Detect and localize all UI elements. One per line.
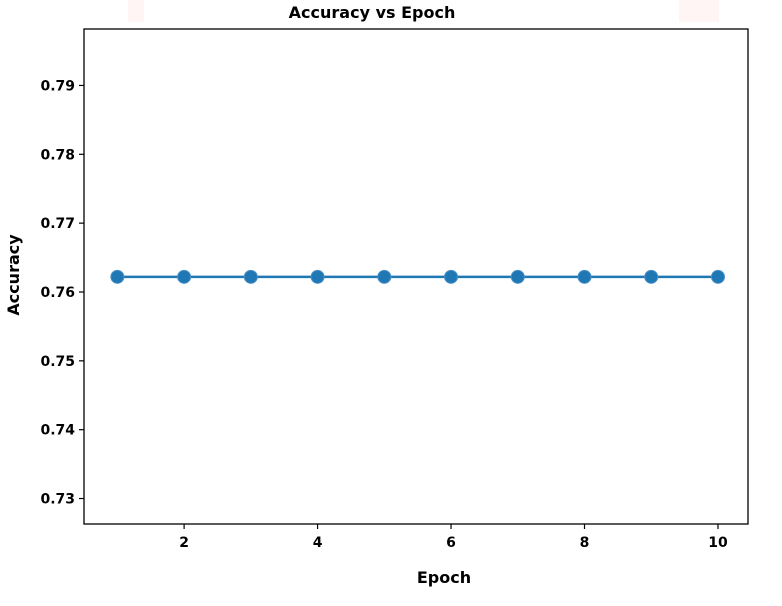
x-tick-label: 2 — [179, 535, 189, 551]
plot-area — [83, 28, 749, 525]
y-tick-label: 0.78 — [40, 147, 75, 163]
y-tick-label: 0.77 — [40, 216, 75, 232]
highlight-left — [128, 0, 144, 22]
data-point — [377, 269, 392, 284]
chart-title: Accuracy vs Epoch — [289, 3, 456, 22]
data-point — [110, 269, 125, 284]
y-tick-label: 0.74 — [40, 423, 75, 439]
data-point — [710, 269, 725, 284]
y-tick-label: 0.73 — [40, 492, 75, 508]
x-tick-label: 10 — [708, 535, 728, 551]
x-tick-label: 4 — [313, 535, 323, 551]
x-tick-label: 8 — [580, 535, 590, 551]
y-tick-label: 0.79 — [40, 78, 75, 94]
x-axis-ticks: 2 4 6 8 10 — [179, 524, 728, 551]
data-point — [444, 269, 459, 284]
y-tick-label: 0.76 — [40, 285, 75, 301]
x-tick-label: 6 — [446, 535, 456, 551]
data-point — [644, 269, 659, 284]
data-point — [577, 269, 592, 284]
data-point — [510, 269, 525, 284]
highlight-right — [679, 0, 719, 22]
y-tick-label: 0.75 — [40, 354, 75, 370]
data-point — [243, 269, 258, 284]
x-axis-title: Epoch — [417, 568, 471, 587]
y-axis-ticks: 0.73 0.74 0.75 0.76 0.77 0.78 0.79 — [40, 78, 84, 508]
data-point — [310, 269, 325, 284]
series-group — [110, 269, 725, 284]
data-point — [177, 269, 192, 284]
y-axis-title: Accuracy — [4, 234, 23, 316]
